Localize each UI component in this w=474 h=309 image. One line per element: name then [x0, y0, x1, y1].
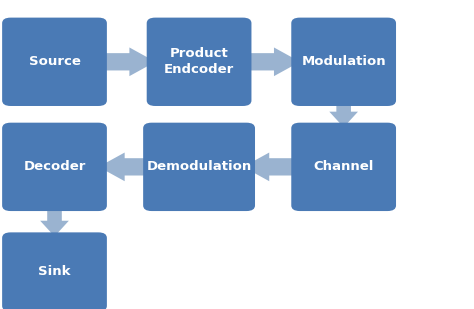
Text: Sink: Sink: [38, 265, 71, 278]
Polygon shape: [243, 153, 300, 181]
Text: Decoder: Decoder: [23, 160, 86, 173]
Polygon shape: [99, 153, 155, 181]
Text: Modulation: Modulation: [301, 55, 386, 68]
FancyBboxPatch shape: [291, 18, 396, 106]
Text: Demodulation: Demodulation: [146, 160, 252, 173]
Polygon shape: [40, 204, 69, 236]
FancyBboxPatch shape: [2, 232, 107, 309]
Polygon shape: [329, 101, 358, 127]
FancyBboxPatch shape: [291, 123, 396, 211]
Text: Source: Source: [28, 55, 81, 68]
Polygon shape: [243, 48, 300, 76]
FancyBboxPatch shape: [147, 18, 251, 106]
FancyBboxPatch shape: [2, 18, 107, 106]
Polygon shape: [99, 48, 155, 76]
FancyBboxPatch shape: [2, 123, 107, 211]
FancyBboxPatch shape: [143, 123, 255, 211]
Text: Product
Endcoder: Product Endcoder: [164, 47, 234, 76]
Text: Channel: Channel: [313, 160, 374, 173]
